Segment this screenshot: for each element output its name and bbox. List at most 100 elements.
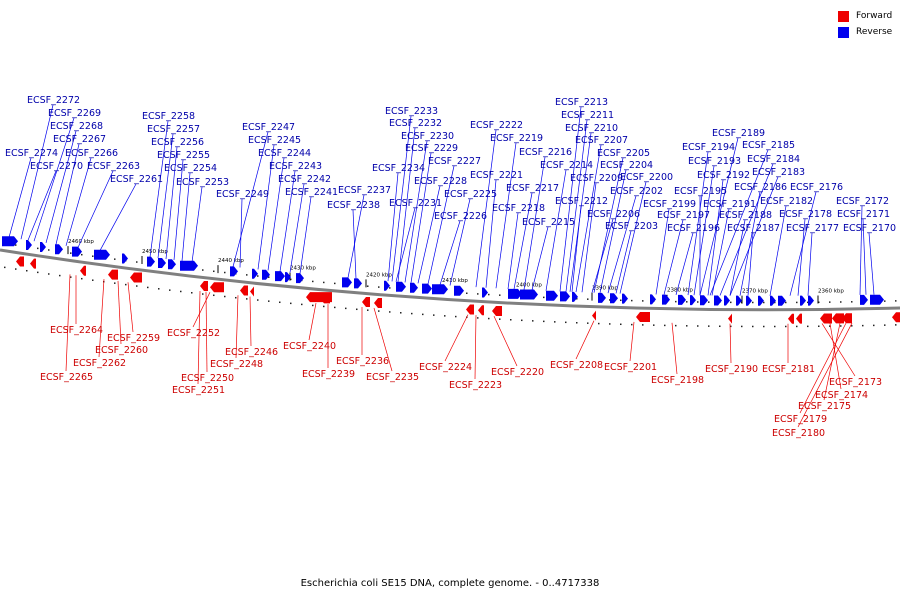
reverse-gene-arrow xyxy=(275,271,285,282)
reverse-gene-label: ECSF_2233 xyxy=(385,106,438,117)
forward-gene-label: ECSF_2240 xyxy=(283,341,336,352)
reverse-gene-label: ECSF_2225 xyxy=(444,189,497,200)
reverse-gene-label: ECSF_2256 xyxy=(151,137,204,148)
reverse-gene-label: ECSF_2222 xyxy=(470,120,523,131)
reverse-gene-label: ECSF_2261 xyxy=(110,174,163,185)
reverse-gene-label: ECSF_2269 xyxy=(48,108,101,119)
reverse-gene-arrow xyxy=(2,236,18,247)
genome-caption: Escherichia coli SE15 DNA, complete geno… xyxy=(300,578,600,589)
forward-gene-arrow xyxy=(16,256,24,267)
forward-gene-arrow xyxy=(832,313,844,324)
reverse-gene-arrow xyxy=(262,269,270,280)
forward-gene-label: ECSF_2251 xyxy=(172,385,225,396)
reverse-gene-label: ECSF_2211 xyxy=(561,110,614,121)
forward-gene-arrow xyxy=(210,282,224,293)
reverse-gene-label: ECSF_2195 xyxy=(674,186,727,197)
reverse-gene-label: ECSF_2212 xyxy=(555,196,608,207)
reverse-gene-label: ECSF_2257 xyxy=(147,124,200,135)
reverse-gene-label: ECSF_2268 xyxy=(50,121,103,132)
forward-gene-label: ECSF_2174 xyxy=(815,390,868,401)
reverse-gene-label: ECSF_2206 xyxy=(587,209,640,220)
tick-label: 2360 kbp xyxy=(818,289,844,295)
forward-gene-arrow xyxy=(374,298,382,309)
forward-gene-label: ECSF_2190 xyxy=(705,364,758,375)
reverse-gene-arrow xyxy=(26,239,32,250)
reverse-gene-arrow xyxy=(296,273,304,284)
reverse-gene-arrow xyxy=(870,294,884,305)
reverse-gene-label: ECSF_2185 xyxy=(742,140,795,151)
reverse-gene-label: ECSF_2263 xyxy=(87,161,140,172)
forward-gene-label: ECSF_2173 xyxy=(829,377,882,388)
reverse-gene-label: ECSF_2219 xyxy=(490,133,543,144)
reverse-gene-label: ECSF_2170 xyxy=(843,223,896,234)
reverse-gene-arrow xyxy=(678,294,686,305)
reverse-gene-arrow xyxy=(252,268,258,279)
tick-label: 2440 kbp xyxy=(218,258,244,264)
reverse-gene-arrow xyxy=(736,295,742,306)
forward-gene-label: ECSF_2201 xyxy=(604,362,657,373)
reverse-gene-arrow xyxy=(662,294,670,305)
reverse-gene-label: ECSF_2182 xyxy=(760,196,813,207)
reverse-gene-label: ECSF_2188 xyxy=(719,210,772,221)
tick-label: 2460 kbp xyxy=(68,239,94,245)
reverse-gene-label: ECSF_2194 xyxy=(682,142,735,153)
genome-backbone xyxy=(0,248,900,312)
reverse-gene-arrow xyxy=(700,295,708,306)
reverse-gene-label: ECSF_2196 xyxy=(667,223,720,234)
reverse-gene-arrow xyxy=(758,295,764,306)
forward-gene-label: ECSF_2262 xyxy=(73,358,126,369)
legend-reverse: Reverse xyxy=(838,24,892,40)
forward-gene-label: ECSF_2265 xyxy=(40,372,93,383)
forward-gene-arrow xyxy=(796,313,802,324)
reverse-gene-label: ECSF_2177 xyxy=(786,223,839,234)
forward-gene-label: ECSF_2224 xyxy=(419,362,472,373)
reverse-gene-arrow xyxy=(860,294,868,305)
reverse-gene-label: ECSF_2227 xyxy=(428,156,481,167)
reverse-gene-label: ECSF_2232 xyxy=(389,118,442,129)
reverse-gene-label: ECSF_2244 xyxy=(258,148,311,159)
reverse-gene-label: ECSF_2228 xyxy=(414,176,467,187)
reverse-gene-label: ECSF_2238 xyxy=(327,200,380,211)
reverse-gene-arrow xyxy=(560,291,570,302)
forward-gene-arrow xyxy=(250,286,254,297)
forward-gene-arrow xyxy=(592,310,596,321)
reverse-gene-arrow xyxy=(622,293,628,304)
reverse-swatch xyxy=(838,26,849,38)
reverse-gene-label: ECSF_2204 xyxy=(600,160,653,171)
reverse-gene-label: ECSF_2218 xyxy=(492,203,545,214)
forward-gene-label: ECSF_2239 xyxy=(302,369,355,380)
tick-label: 2410 kbp xyxy=(442,278,468,284)
reverse-gene-label: ECSF_2215 xyxy=(522,217,575,228)
reverse-gene-label: ECSF_2178 xyxy=(779,209,832,220)
forward-gene-label: ECSF_2246 xyxy=(225,347,278,358)
reverse-gene-arrow xyxy=(778,295,786,306)
reverse-gene-label: ECSF_2237 xyxy=(338,185,391,196)
reverse-gene-label: ECSF_2241 xyxy=(285,187,338,198)
reverse-gene-arrow xyxy=(55,244,63,255)
reverse-gene-label: ECSF_2234 xyxy=(372,163,425,174)
legend: Forward Reverse xyxy=(838,8,892,40)
reverse-gene-label: ECSF_2213 xyxy=(555,97,608,108)
reverse-gene-label: ECSF_2176 xyxy=(790,182,843,193)
reverse-gene-label: ECSF_2209 xyxy=(570,173,623,184)
reverse-gene-label: ECSF_2172 xyxy=(836,196,889,207)
reverse-gene-label: ECSF_2253 xyxy=(176,177,229,188)
reverse-gene-label: ECSF_2229 xyxy=(405,143,458,154)
forward-gene-label: ECSF_2220 xyxy=(491,367,544,378)
forward-gene-label: ECSF_2259 xyxy=(107,333,160,344)
reverse-gene-arrow xyxy=(94,249,110,260)
forward-gene-arrow xyxy=(80,265,86,276)
forward-gene-label: ECSF_2260 xyxy=(95,345,148,356)
forward-gene-arrow xyxy=(108,269,118,280)
forward-gene-arrow xyxy=(842,313,852,324)
tick-label: 2370 kbp xyxy=(742,289,768,295)
tick-label: 2430 kbp xyxy=(290,266,316,272)
forward-gene-arrow xyxy=(820,313,832,324)
reverse-gene-arrow xyxy=(396,281,406,292)
reverse-gene-label: ECSF_2254 xyxy=(164,163,217,174)
reverse-gene-label: ECSF_2231 xyxy=(389,198,442,209)
reverse-gene-arrow xyxy=(422,283,432,294)
forward-gene-arrow xyxy=(466,304,474,315)
forward-gene-label: ECSF_2223 xyxy=(449,380,502,391)
forward-gene-label: ECSF_2250 xyxy=(181,373,234,384)
